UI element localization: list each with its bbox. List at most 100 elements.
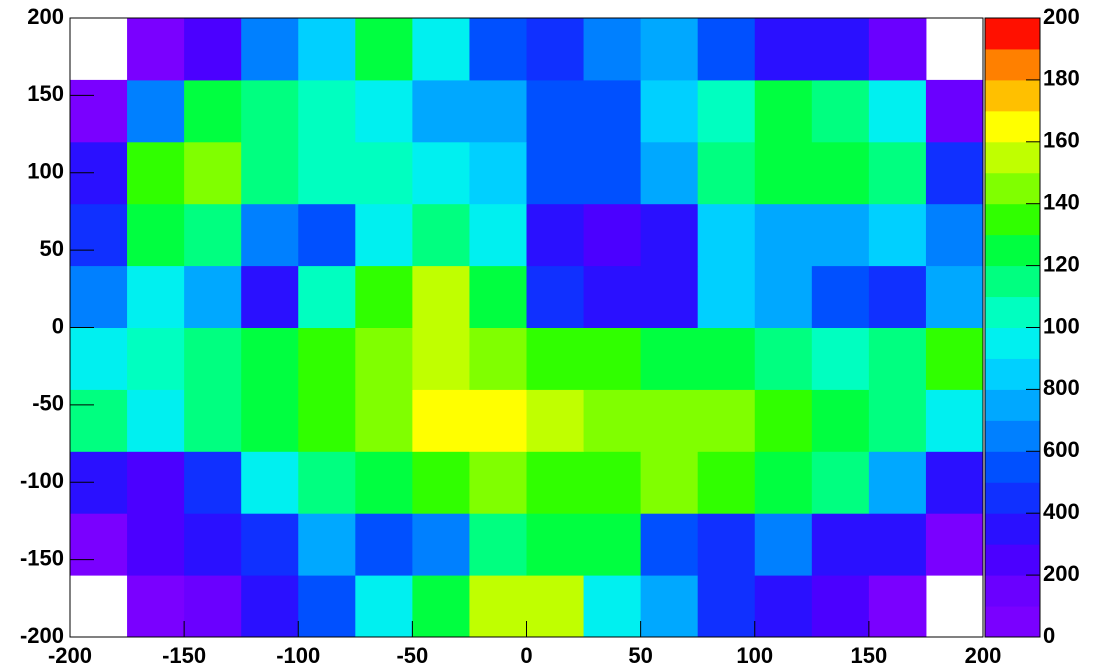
heatmap-cell — [640, 451, 699, 514]
heatmap-cell — [412, 327, 470, 390]
heatmap-cell — [754, 513, 813, 576]
y-tick-label: 200 — [27, 4, 64, 29]
x-tick-label: 100 — [736, 643, 773, 668]
heatmap-cell — [355, 265, 413, 328]
colorbar-tick-label: 400 — [1043, 499, 1080, 524]
heatmap-cell — [70, 389, 128, 452]
colorbar-band — [985, 48, 1040, 81]
colorbar-band — [985, 79, 1040, 112]
heatmap-cell — [868, 389, 927, 452]
heatmap-cell — [355, 451, 413, 514]
heatmap-cell — [469, 265, 527, 328]
heatmap-cell — [925, 265, 984, 328]
heatmap-cell — [697, 513, 756, 576]
x-tick-label: -200 — [48, 643, 92, 668]
heatmap-cell — [412, 265, 470, 328]
x-tick-label: -150 — [162, 643, 206, 668]
heatmap-cell — [127, 575, 185, 638]
heatmap-cell — [184, 203, 242, 267]
colorbar-tick-label: 600 — [1043, 437, 1080, 462]
heatmap-cell — [811, 389, 870, 452]
heatmap-cell — [811, 203, 870, 267]
heatmap-cell — [583, 79, 642, 143]
heatmap-cell — [811, 141, 870, 205]
heatmap-cell — [697, 18, 756, 81]
heatmap-cell — [925, 513, 984, 576]
heatmap-cell — [355, 141, 413, 205]
heatmap-cell — [811, 265, 870, 328]
heatmap-cell — [697, 389, 756, 452]
heatmap-cell — [412, 575, 470, 638]
heatmap-cell — [184, 141, 242, 205]
heatmap-cell — [754, 575, 813, 638]
heatmap-cell — [868, 141, 927, 205]
heatmap-cell — [469, 513, 527, 576]
colorbar-tick-label: 800 — [1043, 375, 1080, 400]
heatmap-cell — [640, 18, 699, 81]
colorbar-band — [985, 575, 1040, 607]
heatmap-cell — [412, 451, 470, 514]
heatmap-cell — [640, 575, 699, 638]
heatmap-cell — [241, 327, 299, 390]
heatmap-cell — [241, 203, 299, 267]
y-tick-label: 0 — [52, 313, 64, 338]
heatmap-cell — [697, 327, 756, 390]
heatmap-cell — [868, 513, 927, 576]
heatmap-cell — [811, 575, 870, 638]
heatmap-cell — [469, 203, 527, 267]
colorbar-tick-label: 0 — [1043, 623, 1055, 648]
heatmap-cell — [412, 141, 470, 205]
heatmap-cell — [868, 327, 927, 390]
colorbar-band — [985, 172, 1040, 205]
heatmap-cell — [241, 451, 299, 514]
heatmap-cell — [184, 389, 242, 452]
heatmap-cell — [583, 265, 642, 328]
heatmap-cell — [640, 513, 699, 576]
heatmap-cell — [526, 141, 585, 205]
colorbar-band — [985, 482, 1040, 514]
heatmap-cell — [127, 327, 185, 390]
heatmap-cell — [298, 389, 356, 452]
heatmap-cell — [412, 513, 470, 576]
heatmap-cell — [241, 389, 299, 452]
colorbar-band — [985, 203, 1040, 236]
y-tick-label: 150 — [27, 81, 64, 106]
colorbar-band — [985, 265, 1040, 298]
heatmap-cell — [298, 265, 356, 328]
heatmap-cell — [127, 265, 185, 328]
heatmap-cell — [811, 79, 870, 143]
colorbar-tick-label: 200 — [1043, 561, 1080, 586]
colorbar-band — [985, 451, 1040, 483]
heatmap-cell — [583, 389, 642, 452]
y-tick-label: 100 — [27, 159, 64, 184]
heatmap-cell — [925, 327, 984, 390]
heatmap-cell — [583, 327, 642, 390]
heatmap-cell — [526, 513, 585, 576]
heatmap-cell — [868, 575, 927, 638]
heatmap-cell — [127, 18, 185, 81]
x-tick-label: 150 — [851, 643, 888, 668]
heatmap-cell — [640, 389, 699, 452]
heatmap-cell — [526, 79, 585, 143]
heatmap-cell — [640, 327, 699, 390]
heatmap-cell — [298, 513, 356, 576]
heatmap-cell — [868, 451, 927, 514]
heatmap-cell — [298, 451, 356, 514]
heatmap-cell — [241, 18, 299, 81]
heatmap-cell — [70, 327, 128, 390]
heatmap-cell — [868, 18, 927, 81]
heatmap-cell — [754, 265, 813, 328]
heatmap-cell — [868, 203, 927, 267]
heatmap-cell — [469, 389, 527, 452]
heatmap-cell — [241, 265, 299, 328]
heatmap-cell — [70, 265, 128, 328]
heatmap-cell — [526, 451, 585, 514]
y-tick-label: 50 — [40, 236, 64, 261]
heatmap-cell — [298, 141, 356, 205]
colorbar-band — [985, 358, 1040, 390]
heatmap-cell — [355, 79, 413, 143]
heatmap-cell — [70, 513, 128, 576]
heatmap-cell — [526, 327, 585, 390]
colorbar-band — [985, 110, 1040, 143]
colorbar-tick-label: 160 — [1043, 128, 1080, 153]
